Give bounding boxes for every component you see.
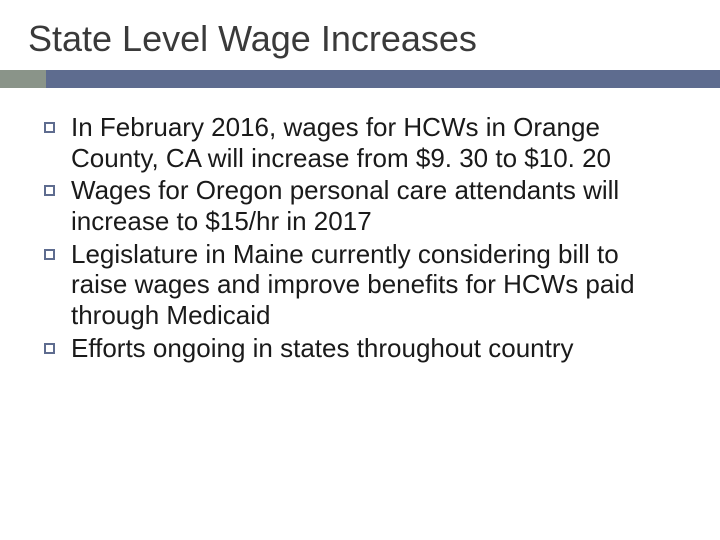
square-bullet-icon [44,185,55,196]
bullet-text: Efforts ongoing in states throughout cou… [71,333,574,364]
list-item: In February 2016, wages for HCWs in Oran… [44,112,682,173]
bullet-text: Wages for Oregon personal care attendant… [71,175,682,236]
bullet-text: In February 2016, wages for HCWs in Oran… [71,112,682,173]
list-item: Wages for Oregon personal care attendant… [44,175,682,236]
slide: State Level Wage Increases In February 2… [0,0,720,540]
title-rule [0,70,720,88]
list-item: Legislature in Maine currently consideri… [44,239,682,331]
bullet-list: In February 2016, wages for HCWs in Oran… [28,112,692,363]
rule-accent [0,70,46,88]
list-item: Efforts ongoing in states throughout cou… [44,333,682,364]
slide-title: State Level Wage Increases [28,18,692,60]
square-bullet-icon [44,343,55,354]
square-bullet-icon [44,122,55,133]
rule-bar [46,70,720,88]
bullet-text: Legislature in Maine currently consideri… [71,239,682,331]
square-bullet-icon [44,249,55,260]
